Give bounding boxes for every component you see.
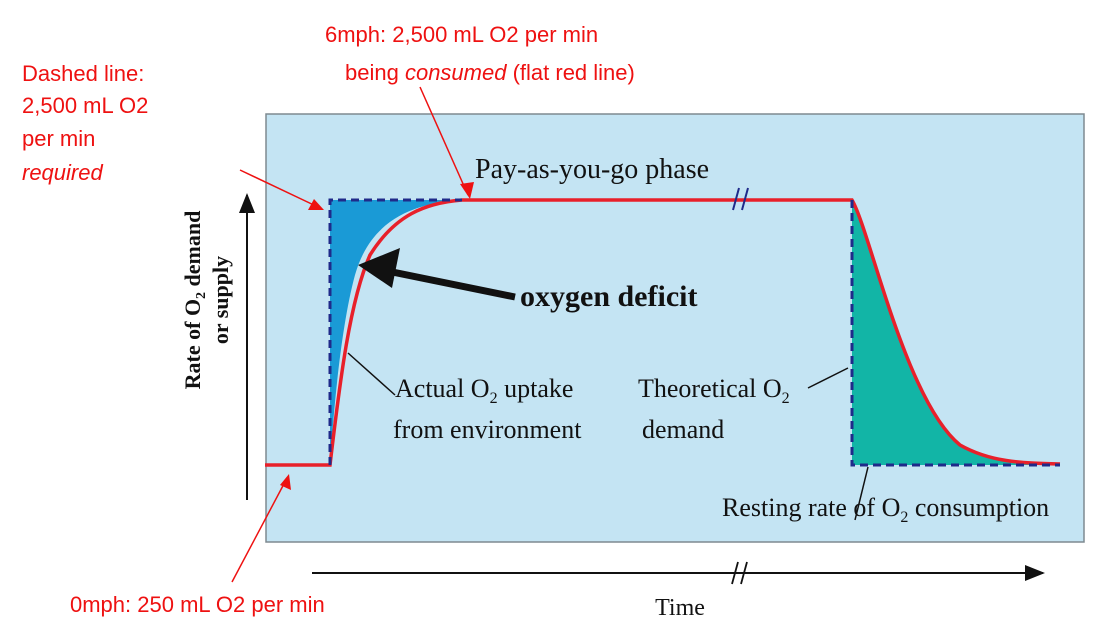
x-axis-break-mark [731,561,748,585]
resting-rate-leader [854,466,869,521]
diagram-panel [265,113,1085,543]
bottom-annotation: 0mph: 250 mL O2 per min [70,592,325,617]
x-axis-label: Time [655,595,705,621]
y-axis-label: Rate of O2 demand or supply [180,211,233,390]
theoretical-o2-demand-dashed-line [328,198,1060,467]
top-annotation-line1: 6mph: 2,500 mL O2 per min [325,22,598,47]
svg-text:Rate of O2 demand: Rate of O2 demand [180,211,209,390]
actual-uptake-label: Actual O2 uptake [395,374,573,407]
dashed-annotation-line3: per min [22,126,95,151]
oxygen-deficit-pointer-head [358,248,400,288]
svg-text:or supply: or supply [208,256,233,344]
dashed-annotation-line1: Dashed line: [22,61,144,86]
bottom-annotation-arrowhead [280,474,291,490]
actual-uptake-label-line2: from environment [393,415,582,444]
actual-uptake-leader [347,352,396,396]
top-annotation-arrowhead [460,182,474,199]
theoretical-demand-leader [807,367,849,389]
curve-break-mark [732,187,749,211]
dashed-annotation-leader [239,169,319,208]
phase-label: Pay-as-you-go phase [475,154,709,185]
theoretical-demand-label-line2: demand [642,415,724,444]
dashed-annotation-line4: required [22,160,103,185]
top-annotation-leader [419,86,469,196]
recovery-area [852,200,1060,465]
bottom-annotation-leader [231,479,287,583]
resting-rate-label: Resting rate of O2 consumption [722,493,1049,526]
theoretical-demand-label: Theoretical O2 [638,374,790,407]
dashed-annotation-arrowhead [308,199,324,210]
dashed-annotation-line2: 2,500 mL O2 [22,93,148,118]
oxygen-deficit-area [330,200,462,465]
top-annotation-line2: being consumed (flat red line) [345,60,635,85]
oxygen-deficit-label: oxygen deficit [520,280,697,313]
